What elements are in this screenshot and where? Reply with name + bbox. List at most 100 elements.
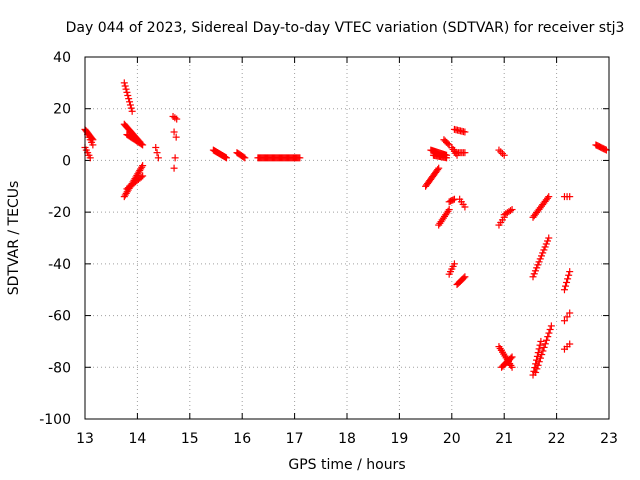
data-point: [545, 234, 553, 242]
x-tick-label: 17: [286, 431, 304, 447]
x-tick-label: 23: [600, 431, 618, 447]
data-point: [121, 82, 129, 90]
x-tick-label: 18: [338, 431, 356, 447]
data-point: [461, 149, 469, 157]
x-axis-title: GPS time / hours: [288, 457, 405, 473]
data-point: [153, 149, 161, 157]
data-point: [443, 154, 451, 162]
data-point: [506, 207, 514, 215]
y-tick-label: -20: [48, 205, 71, 221]
data-point: [536, 354, 544, 362]
y-tick-label: -100: [39, 412, 71, 428]
data-point: [296, 154, 304, 162]
data-point: [546, 325, 554, 333]
x-tick-label: 21: [495, 431, 513, 447]
data-point: [537, 252, 545, 260]
x-tick-label: 22: [548, 431, 566, 447]
data-point: [172, 133, 180, 141]
x-tick-label: 16: [233, 431, 251, 447]
data-point: [171, 114, 179, 122]
axis-ticks: 13 14 15 16 17 18 19 20 21 22 23 -100 -80 -60 -40 -20 0 2…: [39, 50, 618, 447]
data-point: [171, 154, 179, 162]
data-point: [126, 101, 134, 109]
x-tick-label: 15: [181, 431, 199, 447]
data-point: [562, 282, 570, 290]
grid-lines: [85, 57, 609, 419]
y-tick-label: 40: [53, 50, 71, 66]
data-point: [544, 237, 552, 245]
plot-area-border: [84, 56, 610, 420]
data-point: [86, 154, 94, 162]
data-point: [139, 162, 147, 170]
data-point: [535, 258, 543, 266]
data-point: [563, 278, 571, 286]
data-point: [139, 172, 147, 180]
data-point: [545, 329, 553, 337]
data-point: [154, 154, 162, 162]
data-point: [565, 271, 573, 279]
data-point: [241, 154, 249, 162]
data-point: [542, 240, 550, 248]
data-point: [560, 286, 568, 294]
data-point: [566, 340, 574, 348]
data-point: [508, 363, 516, 371]
y-tick-label: -80: [48, 360, 71, 376]
data-point: [444, 207, 452, 215]
data-point: [222, 154, 230, 162]
data-point: [170, 128, 178, 136]
data-point: [540, 246, 548, 254]
data-point: [497, 148, 505, 156]
data-point: [460, 274, 468, 282]
data-points: [81, 79, 610, 379]
data-point: [530, 270, 538, 278]
data-point: [461, 128, 469, 136]
data-point: [152, 144, 160, 151]
data-point: [543, 336, 551, 344]
data-point: [536, 255, 544, 263]
data-point: [139, 141, 147, 149]
data-point: [544, 333, 552, 341]
data-point: [122, 85, 130, 93]
data-point: [434, 166, 442, 174]
data-point: [128, 107, 136, 115]
data-point: [539, 347, 547, 355]
data-point: [529, 273, 537, 281]
data-point: [535, 358, 543, 366]
data-point: [544, 194, 552, 202]
data-point: [120, 79, 128, 87]
data-point: [507, 354, 515, 362]
data-point: [449, 196, 457, 204]
y-tick-label: 0: [62, 153, 71, 169]
data-point: [125, 95, 133, 103]
data-point: [444, 140, 452, 148]
data-point: [124, 91, 132, 99]
data-point: [534, 261, 542, 269]
data-point: [533, 264, 541, 272]
data-point: [450, 260, 458, 268]
data-point: [566, 193, 574, 201]
data-point: [533, 365, 541, 373]
data-point: [170, 164, 178, 172]
data-point: [89, 141, 97, 149]
x-tick-label: 13: [76, 431, 94, 447]
y-tick-label: 20: [53, 102, 71, 118]
data-point: [545, 193, 553, 201]
data-point: [498, 150, 506, 158]
data-point: [538, 351, 546, 359]
data-point: [461, 273, 469, 281]
data-point: [560, 317, 568, 325]
data-point: [500, 151, 508, 159]
data-point: [138, 163, 146, 171]
data-point: [566, 268, 574, 276]
data-point: [537, 337, 545, 345]
data-point: [123, 88, 131, 96]
y-axis-title: SDTVAR / TECUs: [6, 181, 22, 296]
data-point: [541, 340, 549, 348]
y-tick-label: -40: [48, 257, 71, 273]
data-point: [495, 146, 503, 154]
data-point: [461, 203, 469, 211]
data-point: [435, 164, 443, 172]
data-point: [563, 313, 571, 321]
x-tick-label: 19: [390, 431, 408, 447]
y-tick-label: -60: [48, 309, 71, 325]
